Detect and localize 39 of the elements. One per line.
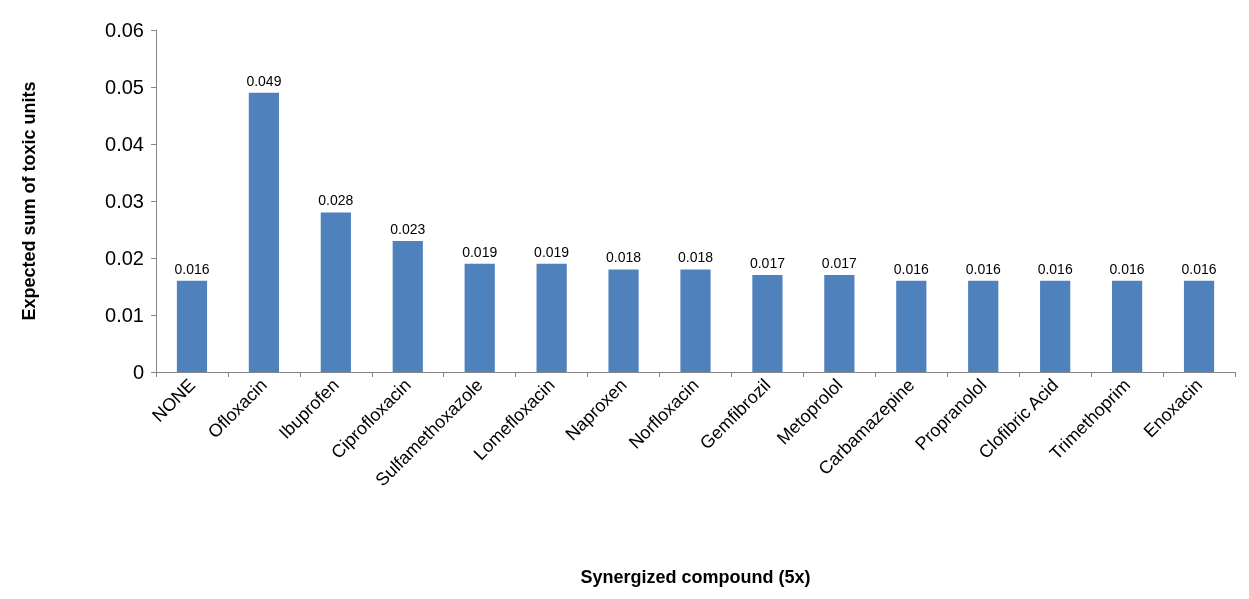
data-label: 0.019	[534, 243, 570, 260]
y-tick-label: 0.01	[105, 304, 144, 326]
bar	[536, 263, 567, 372]
y-tick-label: 0	[132, 361, 144, 383]
bar	[752, 275, 783, 372]
bar	[680, 269, 711, 372]
data-label: 0.017	[749, 255, 786, 272]
bar	[320, 212, 351, 372]
data-label: 0.018	[606, 249, 642, 266]
bar	[176, 280, 208, 372]
data-label: 0.017	[821, 255, 858, 272]
y-tick-label: 0.02	[105, 247, 144, 269]
data-label: 0.023	[390, 220, 426, 237]
bar	[896, 280, 927, 372]
bar	[1040, 280, 1071, 372]
data-label: 0.016	[1181, 260, 1217, 277]
y-axis-title: Expected sum of toxic units	[19, 81, 39, 321]
bar	[464, 263, 495, 372]
bar	[248, 92, 280, 372]
data-label: 0.019	[462, 243, 498, 260]
data-label: 0.016	[965, 260, 1001, 277]
data-label: 0.049	[246, 72, 282, 89]
bar	[824, 275, 855, 372]
data-label: 0.016	[174, 260, 210, 277]
bar	[1111, 280, 1143, 372]
bar	[608, 269, 639, 372]
data-label: 0.016	[1037, 260, 1073, 277]
data-label: 0.028	[318, 192, 354, 209]
data-label: 0.018	[677, 249, 714, 266]
bar	[968, 280, 999, 372]
y-tick-label: 0.06	[105, 19, 144, 41]
y-tick-label: 0.04	[105, 133, 144, 155]
y-tick-label: 0.03	[105, 190, 144, 212]
data-label: 0.016	[1109, 260, 1145, 277]
bar	[392, 240, 423, 372]
y-tick-label: 0.05	[105, 76, 144, 98]
data-label: 0.016	[893, 260, 930, 277]
bar	[1183, 280, 1215, 372]
x-axis-title: Synergized compound (5x)	[580, 567, 811, 587]
